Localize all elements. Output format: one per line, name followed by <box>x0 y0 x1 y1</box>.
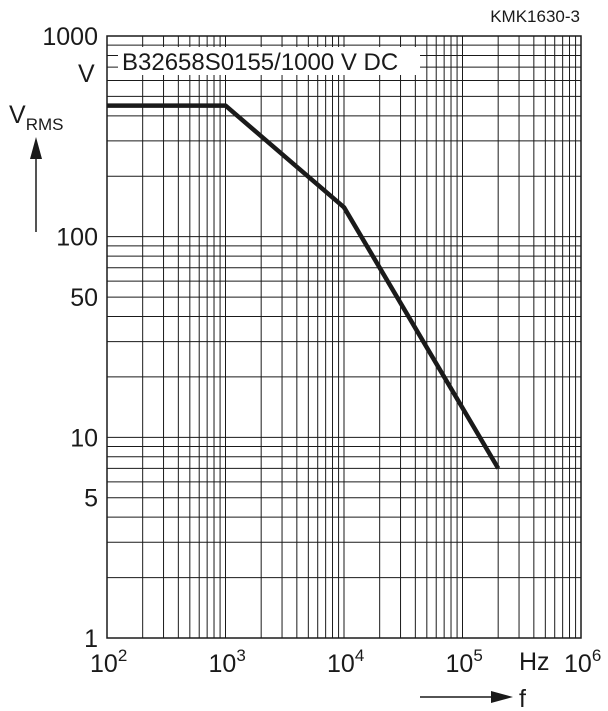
plot-frame <box>106 35 582 639</box>
y-tick-label: 50 <box>70 284 98 312</box>
x-tick-base: 10 <box>564 650 592 678</box>
y-tick-label: 1000 <box>42 23 98 51</box>
x-tick-labels: 102 103 104 105 106 <box>90 646 601 678</box>
series-line-1 <box>107 103 501 470</box>
grid <box>107 36 581 638</box>
title-box <box>118 47 420 75</box>
y-axis-label: VRMS <box>9 101 63 134</box>
chart-title: B32658S0155/1000 V DC <box>122 49 398 76</box>
y-axis-label-main: V <box>9 101 26 129</box>
y-axis-arrow <box>30 137 42 232</box>
y-axis-unit: V <box>78 60 95 88</box>
y-tick-labels: 1 5 10 50 100 1000 <box>42 23 98 653</box>
series <box>107 103 501 470</box>
x-tick-base: 10 <box>327 650 355 678</box>
x-tick-exponent: 4 <box>355 646 364 665</box>
x-tick-label: 105 <box>446 646 483 678</box>
x-tick-label: 106 <box>564 646 601 678</box>
y-tick-label: 5 <box>84 485 98 513</box>
y-tick-label: 1 <box>84 625 98 653</box>
x-axis-arrow <box>420 691 513 703</box>
y-tick-label: 100 <box>56 224 98 252</box>
x-tick-label: 102 <box>90 646 127 678</box>
y-axis-label-sub: RMS <box>26 115 64 134</box>
x-tick-exponent: 2 <box>118 646 127 665</box>
x-tick-exponent: 5 <box>473 646 482 665</box>
x-axis-unit: Hz <box>519 648 550 676</box>
x-tick-base: 10 <box>90 650 118 678</box>
x-tick-exponent: 6 <box>592 646 601 665</box>
x-tick-base: 10 <box>209 650 237 678</box>
y-tick-label: 10 <box>70 424 98 452</box>
x-tick-label: 103 <box>209 646 246 678</box>
x-tick-exponent: 3 <box>236 646 245 665</box>
x-tick-label: 104 <box>327 646 364 678</box>
document-id: KMK1630-3 <box>490 7 580 26</box>
x-axis-label: f <box>519 685 526 711</box>
x-tick-base: 10 <box>446 650 474 678</box>
